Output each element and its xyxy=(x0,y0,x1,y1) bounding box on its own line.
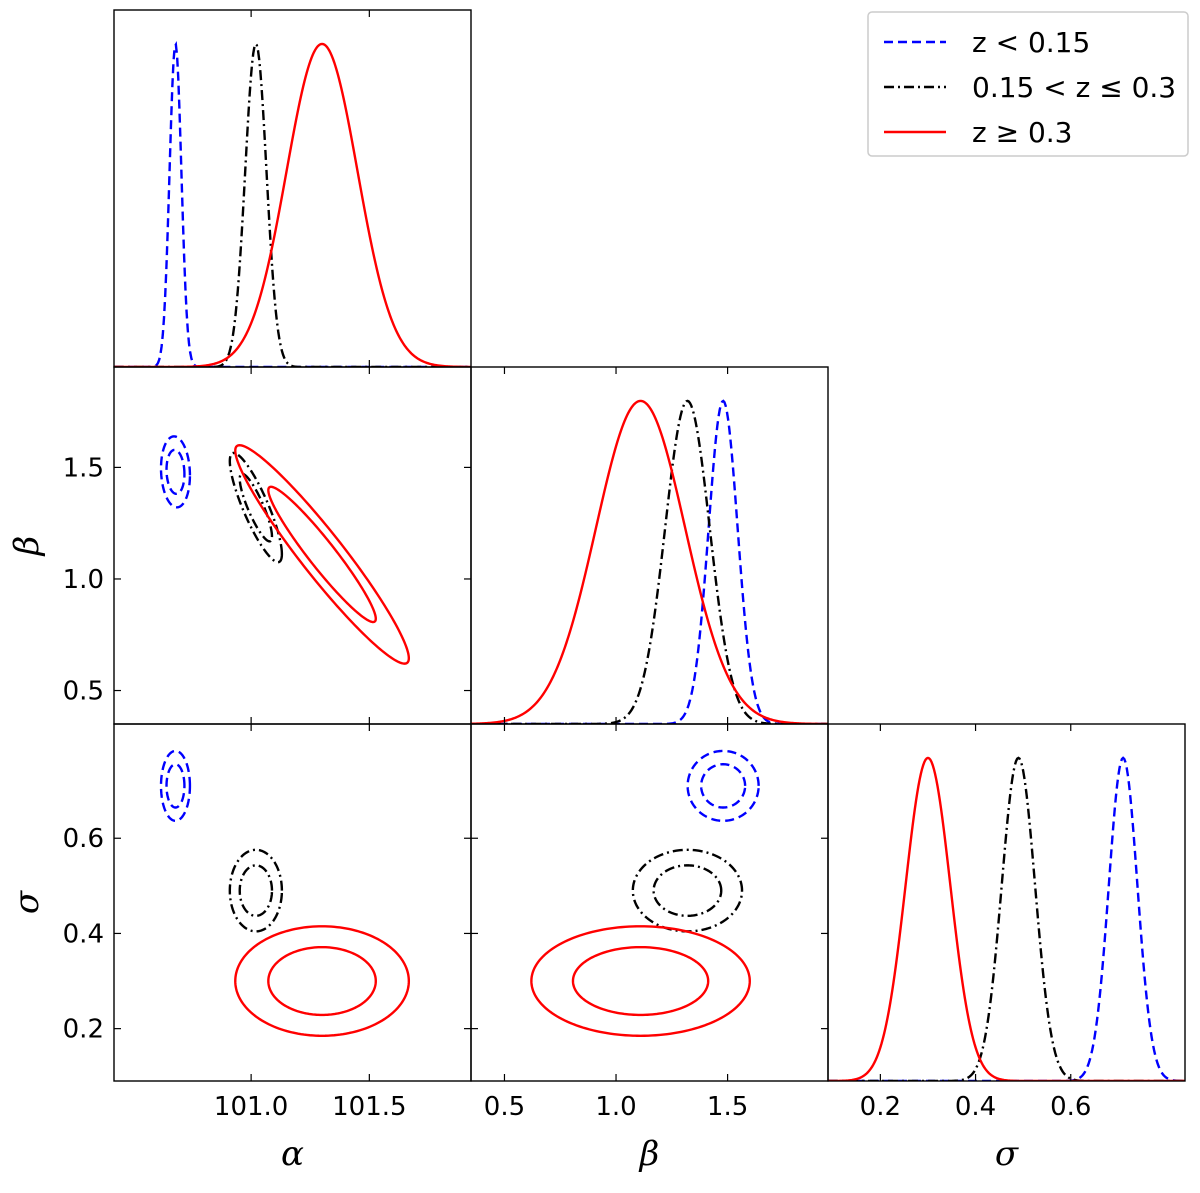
contour-68%-alpha-beta-series-1 xyxy=(238,472,274,543)
contour-68%-beta-sigma-series-2 xyxy=(571,945,710,1017)
contour-68%-alpha-sigma-series-2 xyxy=(267,945,377,1017)
y-tick-label-sigma: 0.6 xyxy=(63,824,104,854)
contour-95%-alpha-sigma-series-1 xyxy=(228,848,284,933)
contour-68%-beta-sigma-series-1 xyxy=(652,864,723,918)
y-tick-label-beta: 0.5 xyxy=(63,677,104,707)
x-tick-label-sigma: 0.4 xyxy=(955,1092,996,1122)
y-axis-label-sigma: σ xyxy=(7,890,47,914)
panel-beta-beta xyxy=(470,366,829,725)
legend-box xyxy=(867,11,1189,157)
y-tick-label-beta: 1.0 xyxy=(63,565,104,595)
contour-68%-alpha-beta-series-0 xyxy=(165,448,186,496)
x-tick-label-sigma: 0.6 xyxy=(1050,1092,1091,1122)
panel-sigma-alpha: 101.0 101.5 α 0.2 0.4 0.6 σ xyxy=(7,723,472,1174)
x-tick-label-beta: 0.5 xyxy=(484,1092,525,1122)
panel-frame xyxy=(470,366,829,725)
x-axis-label-beta: β xyxy=(638,1134,660,1174)
contour-95%-beta-sigma-series-0 xyxy=(686,749,760,823)
marginal-curve-beta-series-0 xyxy=(471,399,828,724)
contour-68%-beta-sigma-series-0 xyxy=(699,763,747,809)
x-axis-label-sigma: σ xyxy=(995,1134,1019,1174)
contour-95%-alpha-sigma-series-0 xyxy=(159,749,192,823)
panel-frame xyxy=(113,366,472,725)
y-axis-label-beta: β xyxy=(7,536,47,558)
panel-frame xyxy=(827,723,1186,1082)
legend-label-series-2: z ≥ 0.3 xyxy=(972,116,1073,149)
x-axis-label-alpha: α xyxy=(281,1134,304,1174)
legend-label-series-1: 0.15 < z ≤ 0.3 xyxy=(972,71,1176,104)
marginal-curve-alpha-series-0 xyxy=(114,40,471,367)
panel-beta-alpha: 0.5 1.0 1.5 β xyxy=(7,366,472,725)
legend-label-series-0: z < 0.15 xyxy=(972,26,1090,59)
x-tick-label-beta: 1.0 xyxy=(595,1092,636,1122)
x-tick-label-alpha: 101.0 xyxy=(214,1092,288,1122)
contour-95%-alpha-beta-series-2 xyxy=(234,444,411,665)
panel-frame xyxy=(470,723,829,1082)
panel-sigma-sigma: 0.2 0.4 0.6 σ xyxy=(827,723,1186,1174)
legend: z < 0.15 0.15 < z ≤ 0.3 z ≥ 0.3 xyxy=(867,11,1189,157)
contour-68%-alpha-sigma-series-0 xyxy=(165,763,186,809)
marginal-curve-beta-series-1 xyxy=(471,399,828,724)
contour-68%-alpha-beta-series-2 xyxy=(267,485,377,624)
y-tick-label-beta: 1.5 xyxy=(63,453,104,483)
contour-95%-alpha-beta-series-0 xyxy=(159,435,192,509)
panel-frame xyxy=(113,9,472,368)
x-tick-label-beta: 1.5 xyxy=(707,1092,748,1122)
contour-95%-alpha-sigma-series-2 xyxy=(234,925,411,1037)
contour-95%-beta-sigma-series-1 xyxy=(631,848,744,933)
marginal-curve-alpha-series-1 xyxy=(114,41,471,367)
marginal-curve-sigma-series-2 xyxy=(828,756,1185,1081)
panel-alpha-alpha xyxy=(113,9,472,368)
panel-frame xyxy=(113,723,472,1082)
contour-95%-alpha-beta-series-1 xyxy=(228,451,284,564)
contour-68%-alpha-sigma-series-1 xyxy=(238,864,274,918)
panel-sigma-beta: 0.5 1.0 1.5 β xyxy=(470,723,829,1174)
x-tick-label-sigma: 0.2 xyxy=(860,1092,901,1122)
marginal-curve-beta-series-2 xyxy=(471,399,828,724)
y-tick-label-sigma: 0.2 xyxy=(63,1015,104,1045)
x-tick-label-alpha: 101.5 xyxy=(332,1092,406,1122)
y-tick-label-sigma: 0.4 xyxy=(63,919,104,949)
marginal-curve-sigma-series-1 xyxy=(828,756,1185,1081)
contour-95%-beta-sigma-series-2 xyxy=(530,925,751,1037)
marginal-curve-sigma-series-0 xyxy=(828,756,1185,1081)
